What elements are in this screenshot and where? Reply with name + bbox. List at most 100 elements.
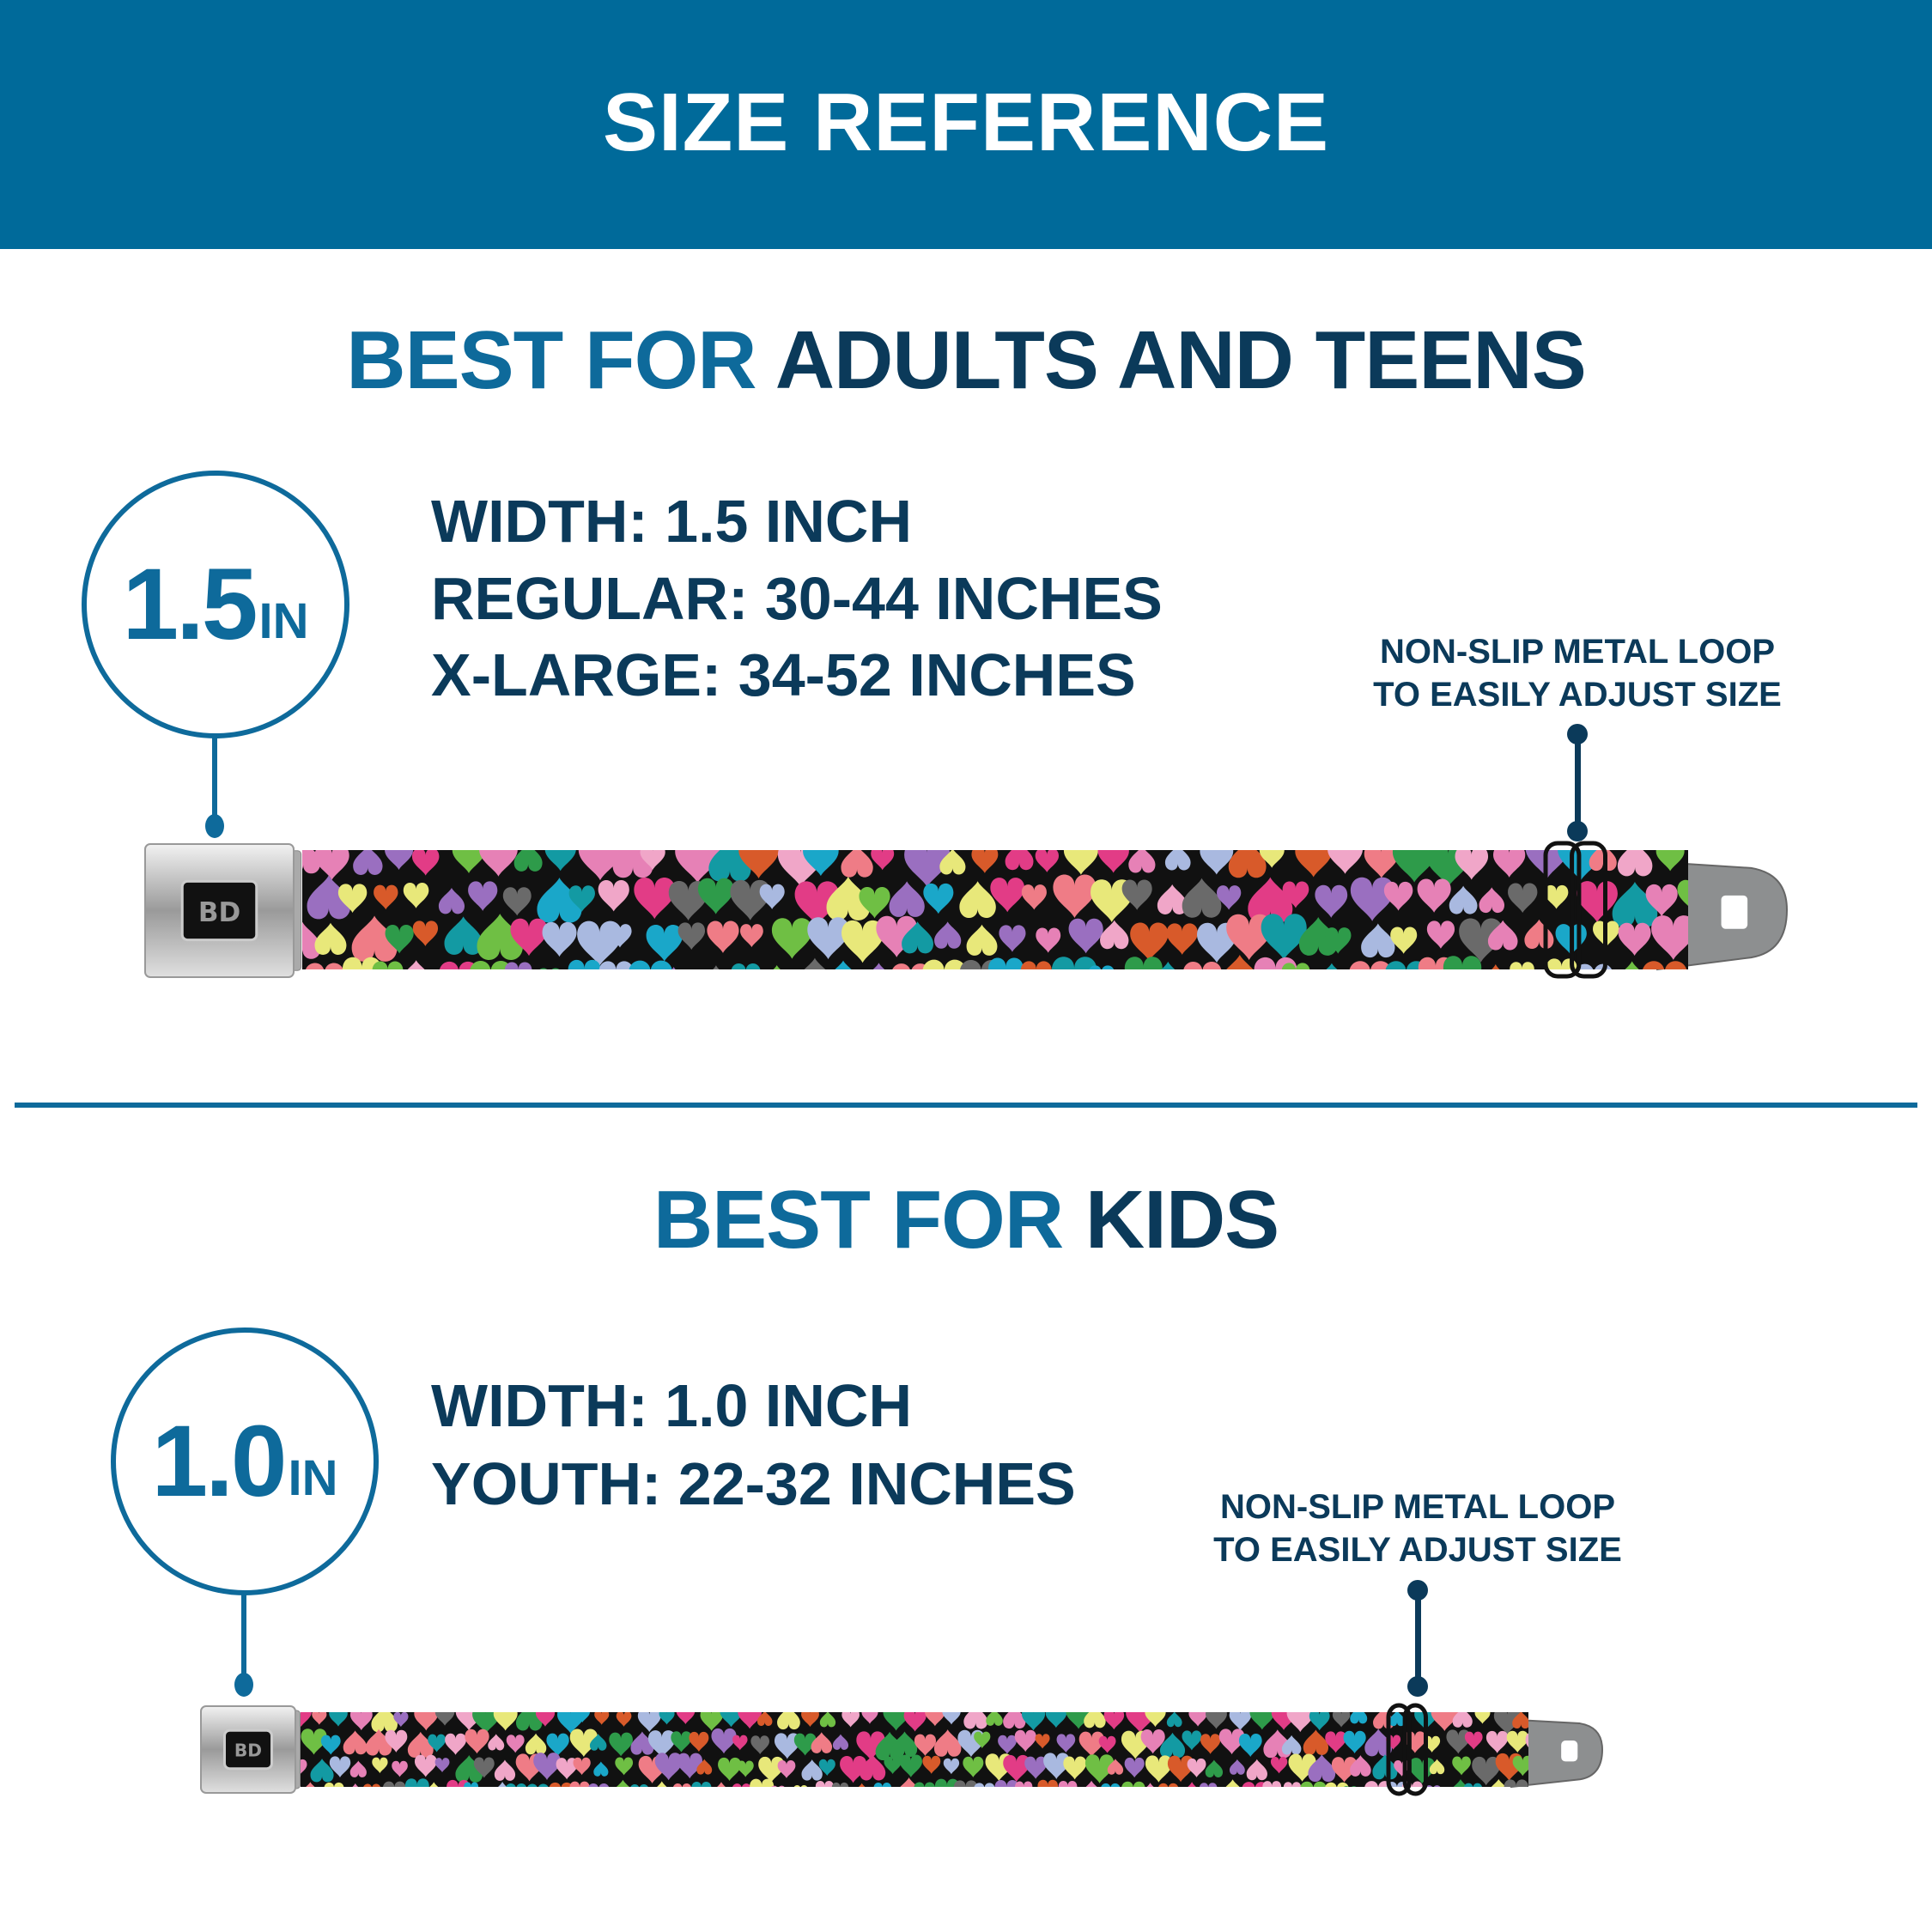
heart-pattern-icon bbox=[1326, 963, 1338, 969]
adult-loop-callout: NON-SLIP METAL LOOP TO EASILY ADJUST SIZ… bbox=[1371, 630, 1783, 716]
heart-pattern-icon bbox=[1140, 1729, 1165, 1754]
heart-pattern-icon bbox=[831, 1782, 849, 1787]
heart-pattern-icon bbox=[539, 968, 560, 969]
heart-pattern-icon bbox=[525, 1733, 547, 1755]
heart-pattern-icon bbox=[1159, 1732, 1186, 1759]
heart-pattern-icon bbox=[1020, 961, 1052, 969]
heart-pattern-icon bbox=[1100, 920, 1129, 950]
callout-line bbox=[1575, 734, 1581, 830]
badge-connector-dot bbox=[234, 1673, 253, 1697]
heart-pattern-icon bbox=[1677, 879, 1688, 906]
heart-pattern-icon bbox=[1361, 923, 1395, 958]
width-badge-1-0: 1.0 IN bbox=[111, 1327, 379, 1595]
heart-pattern-icon bbox=[1248, 877, 1293, 922]
heart-pattern-icon bbox=[1331, 1757, 1358, 1783]
heart-pattern-icon bbox=[750, 1778, 775, 1787]
heart-pattern-icon bbox=[756, 1712, 773, 1726]
heart-pattern-icon bbox=[1455, 850, 1489, 880]
heart-pattern-icon bbox=[959, 881, 996, 918]
heart-pattern-icon bbox=[320, 1735, 341, 1755]
heart-pattern-icon bbox=[738, 1712, 762, 1729]
heart-pattern-icon bbox=[630, 1731, 654, 1755]
heart-pattern-icon bbox=[414, 1712, 439, 1731]
heart-pattern-icon bbox=[860, 1754, 886, 1781]
page-title: SIZE REFERENCE bbox=[602, 76, 1330, 168]
heart-pattern-icon bbox=[1089, 965, 1114, 969]
heart-pattern-icon bbox=[1145, 1755, 1172, 1783]
heart-pattern-icon bbox=[922, 1755, 941, 1774]
buckle[interactable]: BD bbox=[144, 843, 302, 978]
heart-pattern-icon bbox=[794, 881, 840, 927]
heart-pattern-icon bbox=[477, 914, 523, 961]
heart-pattern-icon bbox=[301, 1728, 327, 1755]
heart-pattern-icon bbox=[1463, 1783, 1482, 1787]
kids-heading: BEST FOR KIDS bbox=[0, 1173, 1932, 1267]
heart-pattern-icon bbox=[337, 884, 368, 914]
heart-pattern-icon bbox=[535, 1712, 556, 1727]
heart-pattern-icon bbox=[537, 878, 582, 923]
heart-pattern-icon bbox=[819, 1712, 836, 1728]
heart-pattern-icon bbox=[412, 920, 439, 946]
heart-pattern-icon bbox=[493, 1712, 518, 1731]
heart-pattern-icon bbox=[1392, 850, 1437, 883]
heart-pattern-icon bbox=[914, 1782, 935, 1787]
tongue-slot bbox=[1721, 895, 1748, 929]
heart-pattern-icon bbox=[307, 875, 351, 920]
heading-main: ADULTS AND TEENS bbox=[775, 314, 1587, 406]
heart-pattern-icon bbox=[858, 1783, 866, 1787]
heart-pattern-icon bbox=[934, 921, 962, 949]
heart-pattern-icon bbox=[533, 1753, 561, 1780]
heart-pattern-icon bbox=[1068, 918, 1103, 954]
heart-pattern-icon bbox=[385, 925, 414, 954]
heart-pattern-icon bbox=[1238, 1734, 1262, 1758]
heart-pattern-icon bbox=[1309, 1712, 1330, 1731]
heart-pattern-icon bbox=[943, 1758, 960, 1775]
heart-pattern-icon bbox=[1493, 1712, 1521, 1735]
heart-pattern-icon bbox=[1166, 923, 1198, 955]
section-divider bbox=[15, 1103, 1917, 1108]
heart-pattern-icon bbox=[750, 1735, 769, 1754]
belt-graphic: BD bbox=[144, 841, 1789, 979]
heart-pattern-icon bbox=[1229, 1759, 1245, 1775]
heart-pattern-icon bbox=[974, 1783, 995, 1787]
adults-heading: BEST FOR ADULTS AND TEENS bbox=[0, 313, 1932, 408]
heart-pattern-icon bbox=[617, 1779, 629, 1787]
heart-pattern-icon bbox=[1512, 1755, 1528, 1777]
heart-pattern-icon bbox=[455, 1754, 483, 1783]
heart-pattern-icon bbox=[447, 1779, 471, 1787]
heart-pattern-icon bbox=[306, 1782, 315, 1787]
heart-pattern-icon bbox=[1325, 927, 1352, 954]
heart-pattern-icon bbox=[1188, 1782, 1196, 1787]
heart-pattern-icon bbox=[1383, 881, 1413, 911]
heart-pattern-icon bbox=[1386, 1781, 1408, 1787]
heart-pattern-icon bbox=[718, 1757, 742, 1782]
heart-pattern-icon bbox=[637, 1712, 661, 1733]
buckle[interactable]: BD bbox=[200, 1705, 301, 1794]
heart-pattern-icon bbox=[1492, 964, 1500, 969]
heart-pattern-icon bbox=[1617, 850, 1653, 877]
heart-pattern-icon bbox=[717, 1782, 726, 1787]
metal-loop bbox=[1543, 841, 1607, 979]
heart-pattern-icon bbox=[1182, 878, 1222, 918]
heart-pattern-icon bbox=[1325, 1782, 1349, 1787]
heart-pattern-icon bbox=[942, 1712, 961, 1725]
heart-pattern-icon bbox=[963, 1712, 988, 1729]
heart-pattern-icon bbox=[372, 1757, 388, 1774]
heart-pattern-icon bbox=[527, 1783, 549, 1787]
heart-pattern-icon bbox=[1350, 877, 1394, 921]
heart-pattern-icon bbox=[1449, 885, 1478, 914]
heart-pattern-icon bbox=[1350, 1755, 1371, 1777]
heart-pattern-icon bbox=[1409, 1758, 1436, 1784]
heart-pattern-icon bbox=[1229, 1712, 1252, 1731]
bd-logo-icon: BD bbox=[198, 897, 240, 928]
heart-pattern-icon bbox=[1645, 884, 1678, 917]
heart-pattern-icon bbox=[1349, 961, 1391, 969]
heart-pattern-icon bbox=[1200, 850, 1234, 875]
metal-loop bbox=[1386, 1703, 1429, 1796]
heart-pattern-icon bbox=[971, 850, 999, 873]
heart-pattern-icon bbox=[771, 918, 813, 959]
heart-pattern-icon bbox=[818, 1759, 835, 1777]
heart-pattern-icon bbox=[922, 959, 966, 969]
heart-pattern-icon bbox=[1425, 1785, 1441, 1787]
heart-pattern-icon bbox=[801, 1712, 819, 1728]
